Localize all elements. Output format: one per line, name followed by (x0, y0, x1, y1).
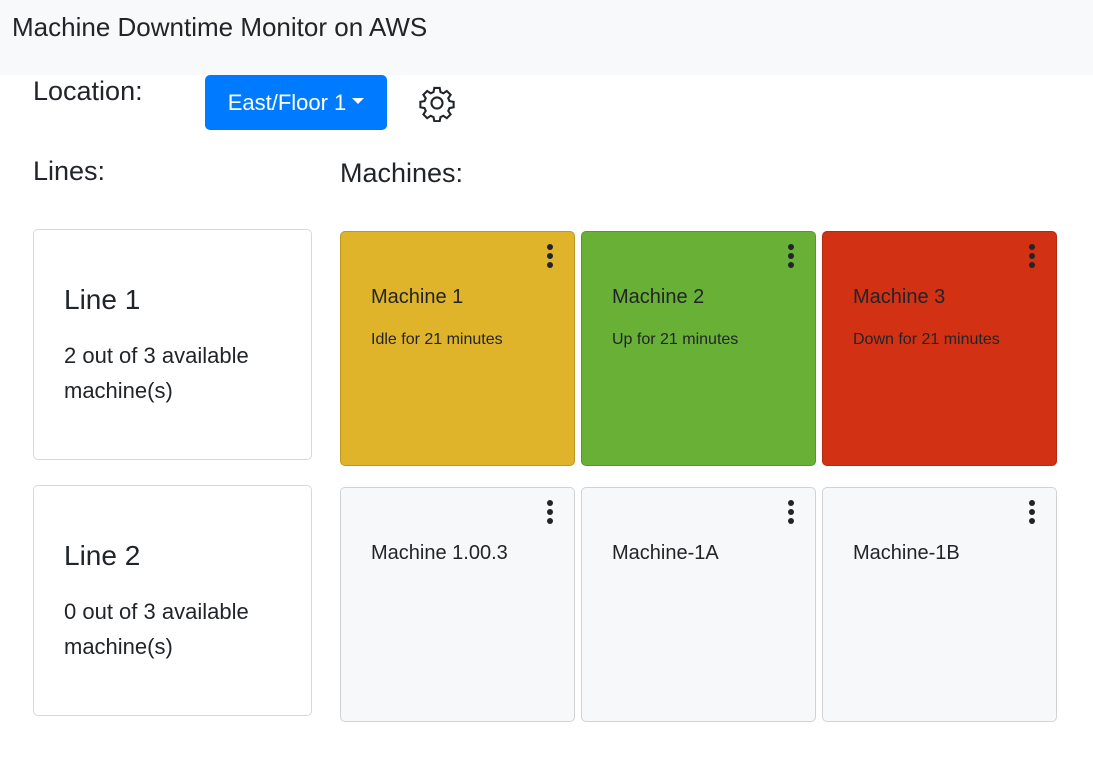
location-dropdown[interactable]: East/Floor 1 (205, 75, 387, 130)
line-name: Line 2 (64, 540, 141, 571)
more-options-icon[interactable] (544, 498, 556, 526)
machine-card[interactable]: Machine-1A (581, 487, 816, 722)
more-options-icon[interactable] (1026, 498, 1038, 526)
machine-card[interactable]: Machine 1.00.3 (340, 487, 575, 722)
gear-icon[interactable] (418, 84, 456, 122)
machine-card[interactable]: Machine 2 Up for 21 minutes (581, 231, 816, 466)
line-availability: 0 out of 3 available machine(s) (64, 599, 249, 659)
machine-name: Machine 3 (853, 286, 946, 308)
lines-heading: Lines: (33, 156, 106, 186)
location-selected: East/Floor 1 (227, 89, 347, 115)
more-options-icon[interactable] (1026, 242, 1038, 270)
line-name: Line 1 (64, 284, 141, 315)
machine-card[interactable]: Machine 3 Down for 21 minutes (822, 231, 1057, 466)
app-title: Machine Downtime Monitor on AWS (12, 12, 428, 42)
more-options-icon[interactable] (785, 498, 797, 526)
machine-name: Machine 1 (371, 286, 464, 308)
machine-name: Machine 1.00.3 (371, 542, 508, 564)
machine-status: Idle for 21 minutes (371, 331, 503, 348)
more-options-icon[interactable] (785, 242, 797, 270)
machine-name: Machine-1B (853, 542, 960, 564)
machine-card[interactable]: Machine-1B (822, 487, 1057, 722)
machine-status: Up for 21 minutes (612, 331, 739, 348)
machine-name: Machine-1A (612, 542, 719, 564)
line-card[interactable]: Line 1 2 out of 3 available machine(s) (33, 229, 312, 460)
caret-down-icon (352, 97, 365, 104)
machine-name: Machine 2 (612, 286, 705, 308)
machine-card[interactable]: Machine 1 Idle for 21 minutes (340, 231, 575, 466)
header-bar: Machine Downtime Monitor on AWS (0, 0, 1093, 75)
line-availability: 2 out of 3 available machine(s) (64, 343, 249, 403)
line-card[interactable]: Line 2 0 out of 3 available machine(s) (33, 485, 312, 716)
machines-heading: Machines: (340, 158, 464, 188)
machine-status: Down for 21 minutes (853, 331, 1000, 348)
location-label: Location: (33, 76, 143, 106)
more-options-icon[interactable] (544, 242, 556, 270)
